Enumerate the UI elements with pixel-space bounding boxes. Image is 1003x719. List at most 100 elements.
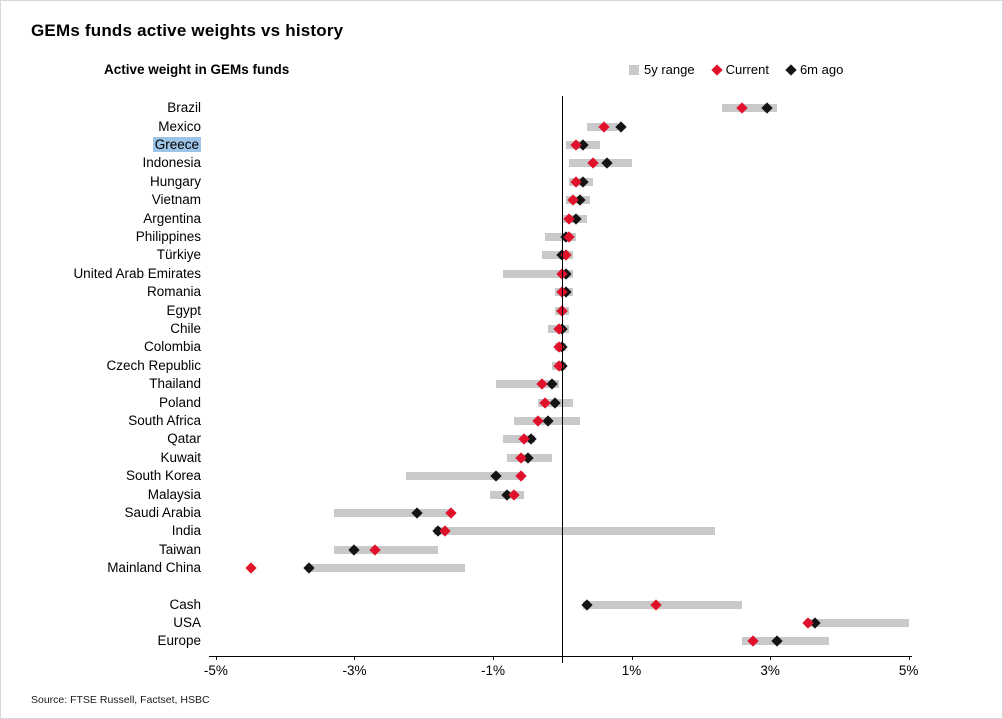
range-bar xyxy=(333,545,438,554)
category-label: Mainland China xyxy=(11,559,201,577)
range-bar xyxy=(496,380,559,389)
axis-tick xyxy=(908,655,910,660)
category-label: South Korea xyxy=(11,467,201,485)
category-label-text: Romania xyxy=(146,284,201,300)
category-label-text: Taiwan xyxy=(158,541,201,557)
range-bar xyxy=(434,527,715,536)
category-label-text: Czech Republic xyxy=(106,357,201,373)
category-label-text: Philippines xyxy=(135,229,201,244)
category-label-text: USA xyxy=(173,615,201,630)
range-bar xyxy=(333,509,452,517)
range-bar xyxy=(583,600,743,609)
category-label: Brazil xyxy=(11,99,201,117)
category-label-text: Colombia xyxy=(143,339,201,355)
axis-tick xyxy=(215,655,217,660)
legend: 5y range Current 6m ago xyxy=(629,62,843,77)
legend-label-5y-range: 5y range xyxy=(644,62,695,77)
category-label-text: South Korea xyxy=(125,468,201,484)
range-bar xyxy=(305,564,466,573)
category-label-text: South Africa xyxy=(128,413,201,428)
category-label: Mexico xyxy=(11,118,201,136)
category-label: India xyxy=(11,522,201,540)
legend-item-5y-range: 5y range xyxy=(629,62,695,77)
category-label: Thailand xyxy=(11,375,201,393)
axis-tick-label: 3% xyxy=(760,662,780,678)
category-label-text: Brazil xyxy=(167,100,201,116)
range-bar xyxy=(569,159,632,168)
category-label: Kuwait xyxy=(11,449,201,467)
category-label: Colombia xyxy=(11,338,201,356)
category-label: Romania xyxy=(11,283,201,301)
chart-subtitle: Active weight in GEMs funds xyxy=(104,62,290,77)
range-bar xyxy=(503,269,573,278)
category-label: Hungary xyxy=(11,173,201,191)
category-label-text: Greece xyxy=(152,137,201,152)
category-label: Europe xyxy=(11,632,201,650)
category-label-text: India xyxy=(171,523,201,539)
category-label-text: Poland xyxy=(158,394,201,410)
x-axis-line xyxy=(209,655,913,657)
category-label-text: Saudi Arabia xyxy=(124,505,201,520)
category-label-text: Egypt xyxy=(166,302,201,318)
axis-tick-label: 5% xyxy=(898,662,919,678)
category-label-text: Hungary xyxy=(149,173,201,189)
category-label: United Arab Emirates xyxy=(11,265,201,283)
category-label-text: Türkiye xyxy=(156,247,201,263)
category-label-text: Argentina xyxy=(143,210,201,226)
category-label-text: Cash xyxy=(169,596,201,612)
category-label: Vietnam xyxy=(11,191,201,209)
legend-item-6m-ago: 6m ago xyxy=(785,62,844,77)
category-label-text: Kuwait xyxy=(160,449,201,465)
range-bar xyxy=(406,472,525,481)
current-diamond-icon xyxy=(710,63,723,76)
category-label: Greece xyxy=(11,136,201,154)
category-label: Qatar xyxy=(11,430,201,448)
category-label: Taiwan xyxy=(11,541,201,559)
legend-item-current: Current xyxy=(710,62,769,77)
axis-tick xyxy=(631,655,633,660)
axis-tick xyxy=(770,655,772,660)
category-label: USA xyxy=(11,614,201,632)
axis-tick xyxy=(354,655,356,660)
range-bar xyxy=(721,104,778,113)
category-label-text: United Arab Emirates xyxy=(73,265,201,281)
range-bar-swatch-icon xyxy=(629,64,639,75)
axis-tick-label: -1% xyxy=(481,662,506,678)
category-label: Poland xyxy=(11,394,201,412)
page-title: GEMs funds active weights vs history xyxy=(31,21,344,40)
legend-label-6m-ago: 6m ago xyxy=(799,62,844,77)
axis-tick-label: -5% xyxy=(203,662,228,678)
category-label-text: Malaysia xyxy=(147,486,201,502)
category-label: Chile xyxy=(11,320,201,338)
category-label-text: Thailand xyxy=(149,376,201,392)
category-label: Türkiye xyxy=(11,246,201,264)
six-m-ago-diamond-icon xyxy=(785,63,797,76)
axis-tick xyxy=(493,655,495,660)
category-label-text: Indonesia xyxy=(142,155,201,171)
category-label-text: Europe xyxy=(157,633,201,649)
category-label: Malaysia xyxy=(11,486,201,504)
category-label: Saudi Arabia xyxy=(11,504,201,522)
category-label: Czech Republic xyxy=(11,357,201,375)
legend-label-current: Current xyxy=(725,62,769,77)
category-label: Cash xyxy=(11,596,201,614)
range-bar xyxy=(804,619,909,627)
zero-axis-line xyxy=(562,96,564,663)
chart-plot-area: Brazil Mexico Greece Indonesia Hungary Vietna… xyxy=(11,96,994,688)
axis-tick-label: -3% xyxy=(342,662,367,678)
category-label: Philippines xyxy=(11,228,201,246)
category-label: Egypt xyxy=(11,302,201,320)
category-label-text: Chile xyxy=(170,321,201,336)
current-marker xyxy=(244,562,257,574)
category-label-text: Vietnam xyxy=(151,192,201,208)
category-label: Indonesia xyxy=(11,154,201,172)
category-label: Argentina xyxy=(11,210,201,228)
category-label-text: Mainland China xyxy=(107,560,201,576)
category-label-text: Qatar xyxy=(167,431,201,447)
category-label-text: Mexico xyxy=(158,118,201,134)
source-note: Source: FTSE Russell, Factset, HSBC xyxy=(31,694,210,706)
axis-tick-label: 1% xyxy=(621,662,642,678)
range-bar xyxy=(742,637,829,646)
category-label: South Africa xyxy=(11,412,201,430)
